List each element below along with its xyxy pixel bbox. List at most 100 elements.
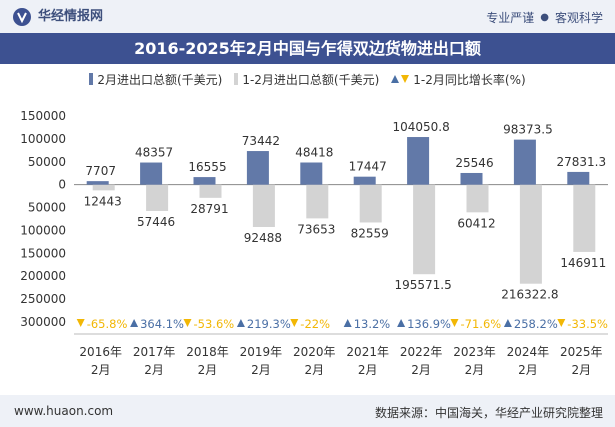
bar-series-1 — [193, 177, 216, 185]
data-label-series-2: 92488 — [244, 231, 282, 245]
growth-marker-up — [503, 319, 512, 327]
title-bar: 2016-2025年2月中国与乍得双边货物进出口额 — [0, 33, 615, 64]
bar-series-2 — [92, 184, 115, 191]
website-link[interactable]: www.huaon.com — [14, 404, 114, 418]
triangle-down-icon — [401, 75, 410, 83]
legend-label-series-1: 2月进出口总额(千美元) — [97, 72, 223, 87]
data-label-series-1: 27831.3 — [556, 155, 606, 169]
y-tick-label: 150000 — [20, 246, 66, 260]
x-tick-label-year: 2016年 — [79, 345, 122, 359]
bar-series-1 — [407, 137, 430, 185]
y-tick-label: 50000 — [28, 201, 66, 215]
x-tick-label-year: 2017年 — [133, 345, 176, 359]
y-tick-label: 250000 — [20, 292, 66, 306]
bar-series-2 — [199, 184, 222, 198]
y-tick-label: 0 — [58, 178, 66, 192]
growth-label: -22% — [300, 317, 330, 331]
bar-series-2 — [519, 184, 542, 284]
x-tick-label-month: 2月 — [465, 363, 485, 377]
growth-label: 13.2% — [354, 317, 391, 331]
growth-label: -53.6% — [194, 317, 235, 331]
data-label-series-2: 195571.5 — [394, 278, 451, 292]
data-label-series-2: 57446 — [137, 215, 175, 229]
bar-series-1 — [353, 176, 376, 185]
data-label-series-1: 17447 — [349, 160, 387, 174]
growth-marker-up — [130, 319, 139, 327]
legend-label-series-2: 1-2月进出口总额(千美元) — [242, 72, 380, 87]
y-tick-label: 300000 — [20, 315, 66, 329]
x-tick-label-year: 2021年 — [346, 345, 389, 359]
data-label-series-2: 216322.8 — [501, 288, 558, 302]
y-tick-label: 50000 — [28, 155, 66, 169]
footer-bar: www.huaon.com 数据来源：中国海关，华经产业研究院整理 — [0, 395, 615, 427]
growth-label: 136.9% — [407, 317, 451, 331]
x-tick-label-month: 2月 — [518, 363, 538, 377]
tagline-separator: ● — [540, 12, 549, 23]
growth-label: 364.1% — [140, 317, 184, 331]
data-label-series-1: 16555 — [188, 160, 226, 174]
growth-marker-down — [76, 319, 85, 327]
bar-series-1 — [460, 172, 483, 185]
triangle-up-icon — [391, 75, 400, 83]
data-label-series-1: 98373.5 — [503, 123, 553, 137]
data-label-series-1: 48418 — [295, 146, 333, 160]
data-source: 数据来源：中国海关，华经产业研究院整理 — [374, 406, 603, 420]
data-label-series-2: 28791 — [190, 202, 228, 216]
y-tick-label: 100000 — [20, 223, 66, 237]
legend-item-series-3[interactable]: 1-2月同比增长率(%) — [391, 71, 526, 88]
data-label-series-2: 12443 — [84, 194, 122, 208]
chart-title: 2016-2025年2月中国与乍得双边货物进出口额 — [134, 39, 481, 58]
chart-legend: 2月进出口总额(千美元) 1-2月进出口总额(千美元) 1-2月同比增长率(%) — [0, 68, 615, 90]
x-tick-label-year: 2024年 — [507, 345, 550, 359]
bar-chart: 150000 100000 50000 0 50000 100000 150000 20000… — [20, 109, 608, 377]
x-tick-label-month: 2月 — [411, 363, 431, 377]
y-tick-label: 150000 — [20, 109, 66, 123]
growth-marker-down — [183, 319, 192, 327]
growth-label: -65.8% — [87, 317, 128, 331]
x-tick-label-year: 2025年 — [560, 345, 603, 359]
legend-label-series-3: 1-2月同比增长率(%) — [413, 72, 526, 87]
bar-series-2 — [573, 184, 596, 252]
legend-item-series-1[interactable]: 2月进出口总额(千美元) — [89, 71, 222, 88]
x-tick-label-year: 2023年 — [453, 345, 496, 359]
growth-label: -33.5% — [567, 317, 608, 331]
brand-name: 华经情报网 — [38, 9, 104, 24]
bar-series-2 — [146, 184, 169, 211]
data-label-series-2: 73653 — [297, 222, 335, 236]
tagline-professional: 专业严谨 — [486, 11, 535, 25]
x-tick-label-month: 2月 — [571, 363, 591, 377]
y-tick-label: 200000 — [20, 269, 66, 283]
x-tick-label-year: 2020年 — [293, 345, 336, 359]
bar-series-1 — [140, 162, 163, 185]
x-tick-label-month: 2月 — [304, 363, 324, 377]
growth-marker-down — [557, 319, 566, 327]
data-label-series-1: 104050.8 — [392, 120, 449, 134]
tagline-objective: 客观科学 — [554, 11, 603, 25]
growth-marker-up — [236, 319, 245, 327]
x-tick-label-month: 2月 — [91, 363, 111, 377]
legend-item-series-2[interactable]: 1-2月进出口总额(千美元) — [234, 71, 379, 88]
brand-logo[interactable]: 华经情报网 — [12, 7, 103, 27]
data-label-series-2: 82559 — [351, 226, 389, 240]
x-tick-label-month: 2月 — [198, 363, 218, 377]
data-label-series-2: 146911 — [560, 256, 606, 270]
x-tick-label-month: 2月 — [251, 363, 271, 377]
growth-marker-down — [450, 319, 459, 327]
bar-series-1 — [300, 162, 323, 185]
x-tick-label-month: 2月 — [358, 363, 378, 377]
x-tick-label-year: 2018年 — [186, 345, 229, 359]
x-tick-label-year: 2022年 — [400, 345, 443, 359]
growth-label: 258.2% — [514, 317, 558, 331]
data-label-series-1: 25546 — [455, 156, 493, 170]
top-bar: 华经情报网 专业严谨 ● 客观科学 — [0, 0, 615, 33]
growth-marker-up — [397, 319, 406, 327]
legend-swatch-series-2 — [234, 73, 239, 85]
legend-swatch-series-1 — [89, 73, 94, 85]
data-label-series-1: 73442 — [242, 134, 280, 148]
data-label-series-1: 7707 — [85, 164, 116, 178]
x-tick-label-month: 2月 — [144, 363, 164, 377]
data-label-series-2: 60412 — [457, 216, 495, 230]
x-tick-label-year: 2019年 — [240, 345, 283, 359]
huajing-logo-icon — [13, 8, 31, 26]
bar-series-2 — [359, 184, 382, 223]
